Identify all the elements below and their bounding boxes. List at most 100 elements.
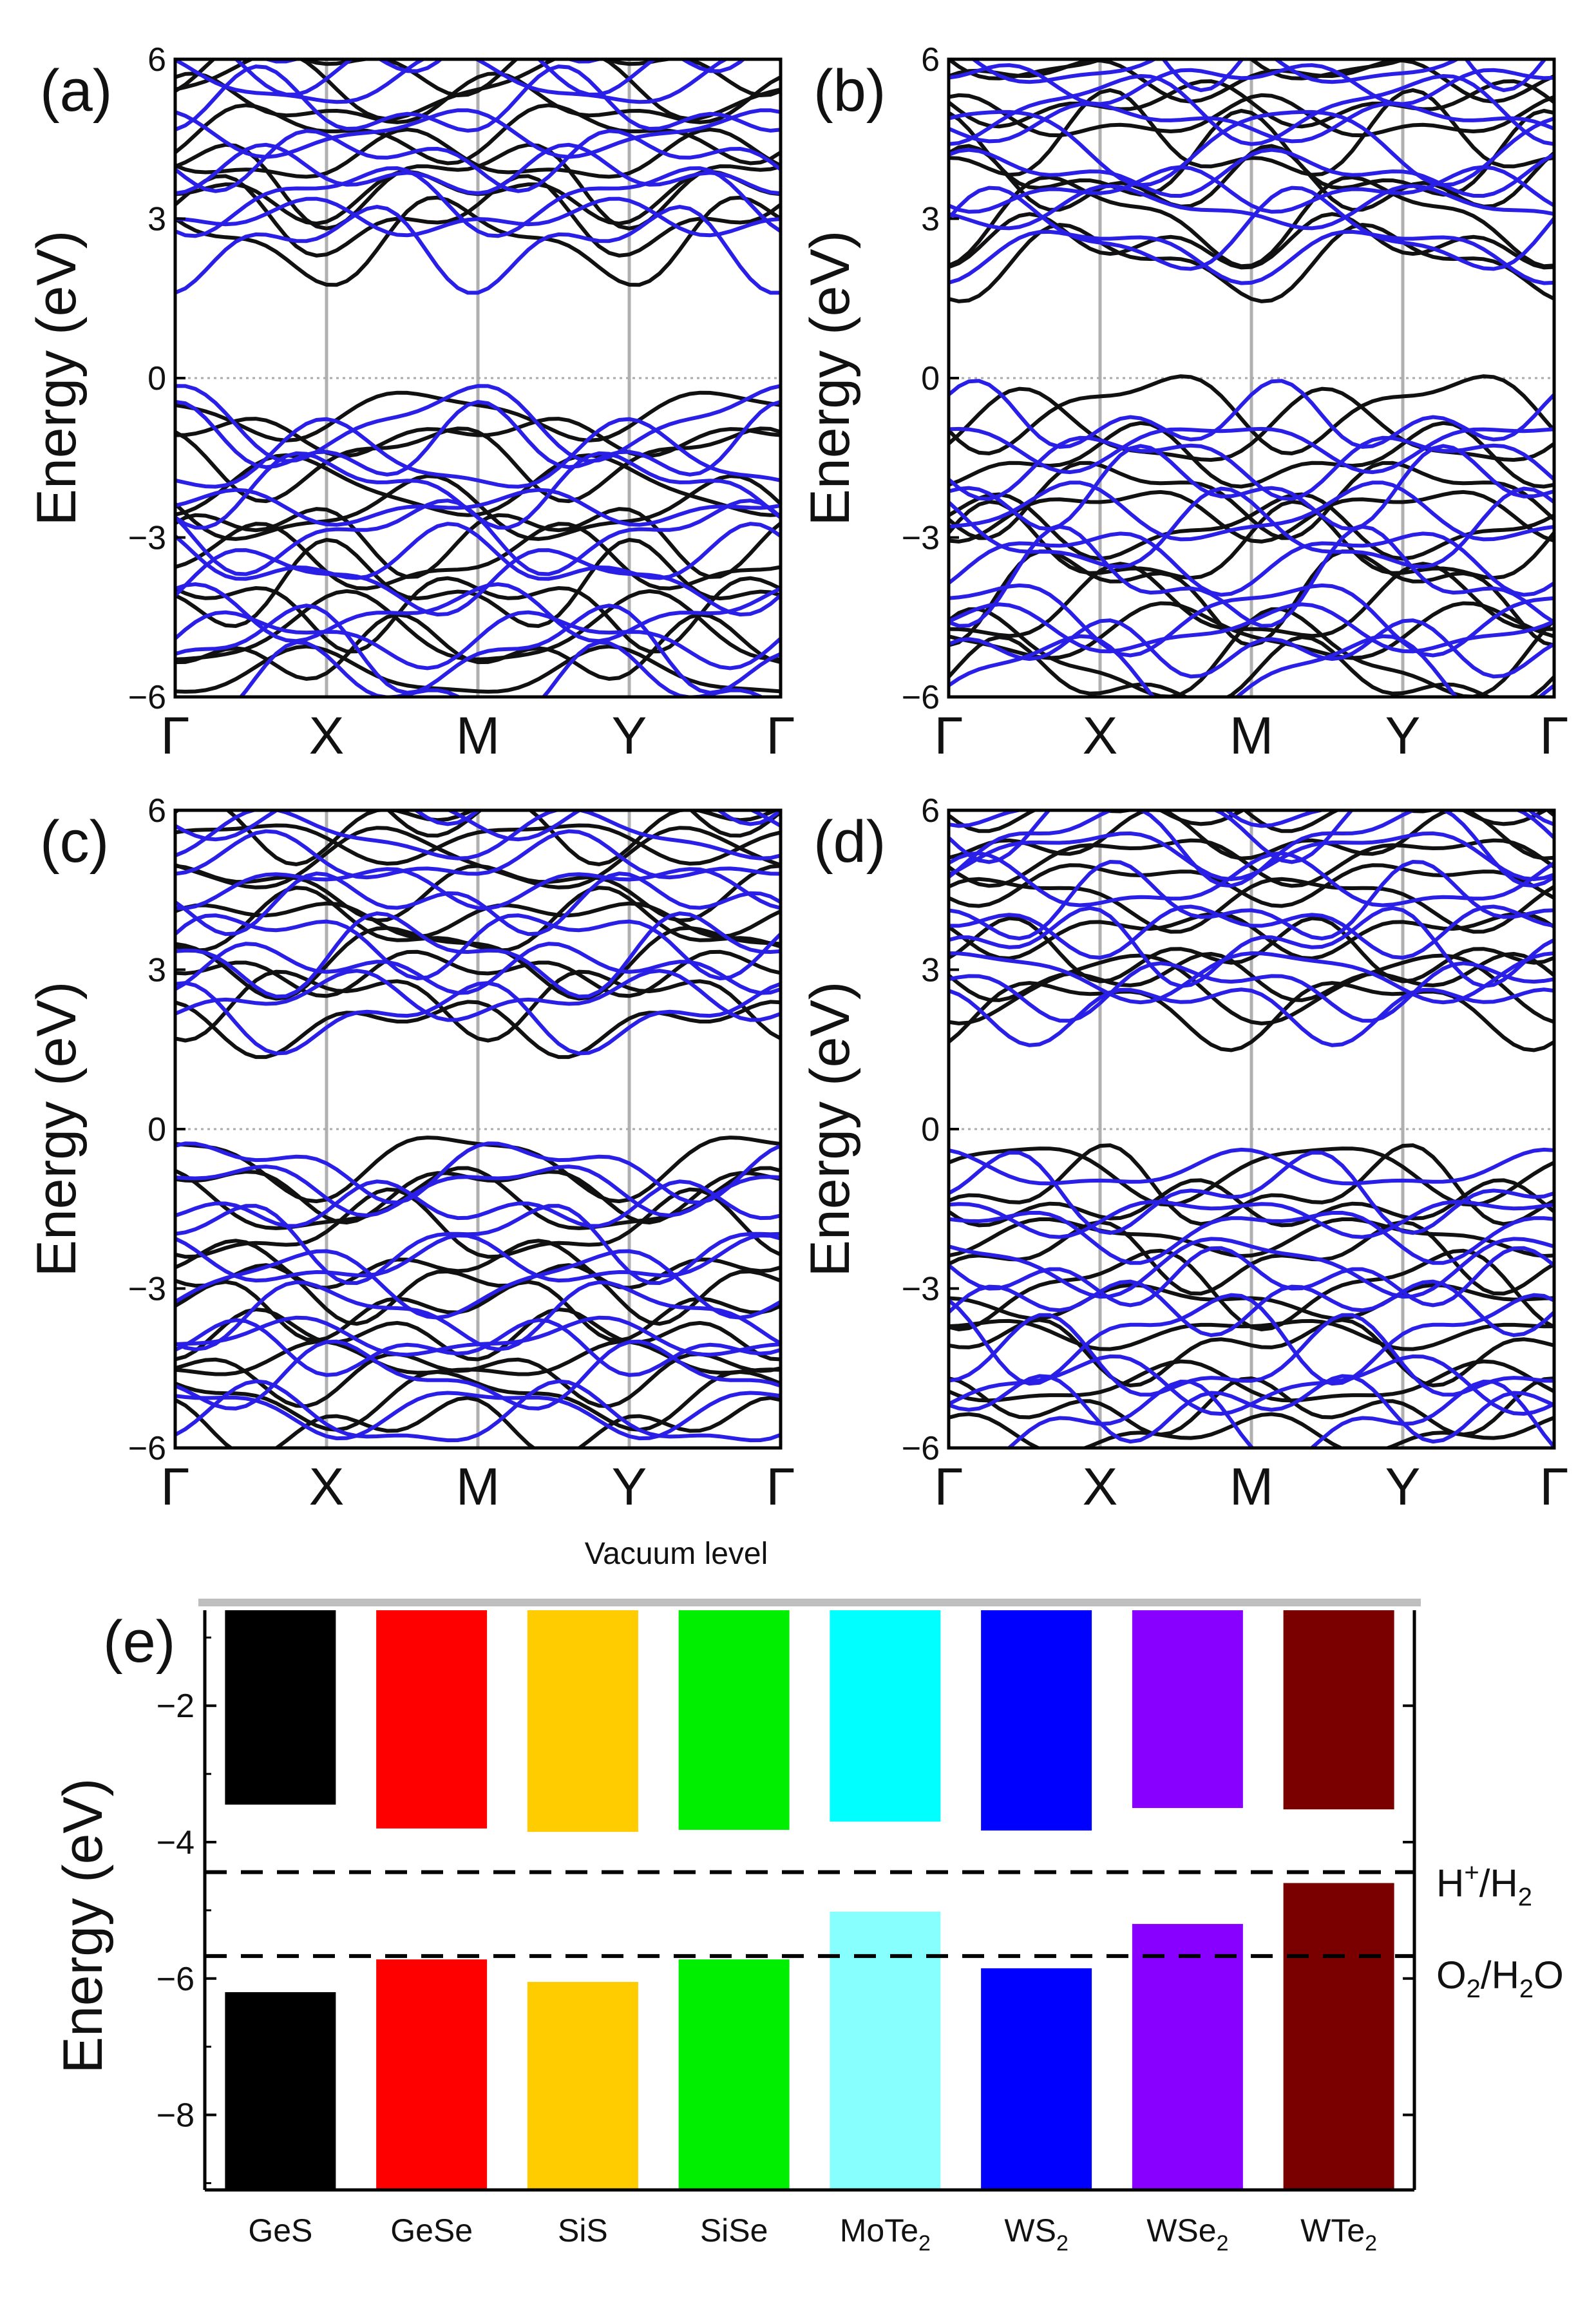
- band-alignment-chart: Vacuum level GeS GeSe SiS SiSe MoTe2 WS2 WSe2 WT…: [52, 1537, 1564, 2256]
- y-tick-label: 0: [921, 360, 940, 397]
- valence-band: [175, 522, 781, 591]
- conduction-band: [175, 59, 781, 98]
- category-label: GeSe: [390, 2212, 473, 2249]
- conduction-band: [949, 185, 1554, 271]
- panel-label: (d): [813, 809, 886, 875]
- y-axis-label: Energy (eV): [26, 231, 88, 526]
- y-axis-label: Energy (eV): [799, 982, 861, 1277]
- y-tick-label: 6: [147, 41, 166, 79]
- kpoint-label: Y: [1385, 707, 1421, 765]
- conduction-band: [949, 810, 1554, 833]
- conduction-band: [175, 926, 781, 1001]
- kpoint-label: X: [309, 1458, 345, 1516]
- conduction-band: [233, 59, 658, 97]
- cb-bar-ws: [981, 1610, 1092, 1831]
- conduction-band: [949, 916, 1554, 984]
- cb-bar-sise: [678, 1610, 790, 1830]
- reference-level-label: H+/H2: [1436, 1859, 1532, 1912]
- cb-bar-sis: [527, 1610, 638, 1832]
- conduction-band: [949, 184, 1554, 231]
- vb-bar-sis: [527, 1982, 638, 2190]
- valence-band: [175, 1239, 781, 1290]
- conduction-band: [949, 108, 1554, 197]
- vb-bar-mote: [830, 1912, 941, 2190]
- valence-band: [175, 384, 781, 463]
- cb-bar-mote: [830, 1610, 941, 1822]
- valence-band: [175, 1179, 781, 1228]
- category-label: MoTe2: [840, 2212, 931, 2256]
- conduction-band: [175, 969, 781, 1022]
- band-curves: [949, 810, 1554, 1448]
- y-tick-label: 6: [921, 41, 940, 79]
- vb-bar-ges: [225, 1992, 336, 2190]
- valence-band: [175, 488, 781, 527]
- valence-band: [175, 604, 781, 695]
- valence-band: [175, 1379, 781, 1443]
- valence-band: [949, 421, 1554, 489]
- kpoint-label: Y: [612, 707, 647, 765]
- valence-band: [175, 582, 781, 643]
- conduction-band: [949, 93, 1554, 138]
- band-curves: [175, 810, 781, 1448]
- valence-band: [175, 522, 781, 581]
- kpoint-label: Γ: [766, 707, 795, 765]
- conduction-band: [175, 823, 781, 866]
- category-label: SiSe: [700, 2212, 768, 2249]
- valence-band: [949, 1199, 1554, 1239]
- valence-band: [949, 531, 1554, 597]
- y-tick-label: 3: [921, 201, 940, 238]
- conduction-band: [949, 987, 1554, 1047]
- conduction-band: [949, 810, 1554, 864]
- valence-band: [175, 1280, 781, 1343]
- valence-band: [175, 1318, 781, 1377]
- kpoint-label: Γ: [160, 707, 189, 765]
- conduction-band: [175, 129, 781, 193]
- band-panel-c: 630−3−6Γ X M Y Γ(c)Energy (eV): [26, 792, 795, 1516]
- conduction-band: [949, 165, 1554, 214]
- valence-band: [949, 490, 1554, 544]
- kpoint-label: Γ: [766, 1458, 795, 1516]
- reference-level-label: O2/H2O: [1436, 1954, 1564, 2003]
- conduction-band: [949, 810, 1554, 888]
- conduction-band: [175, 127, 781, 179]
- kpoint-label: X: [1083, 707, 1118, 765]
- valence-band: [175, 1315, 781, 1357]
- conduction-band: [949, 222, 1554, 303]
- y-tick-label: −6: [902, 1430, 940, 1467]
- y-axis-label: Energy (eV): [26, 982, 88, 1277]
- conduction-band: [949, 147, 1554, 198]
- conduction-band: [949, 838, 1554, 888]
- valence-band: [949, 1210, 1554, 1265]
- conduction-band: [949, 59, 1554, 81]
- valence-band: [175, 1263, 781, 1326]
- kpoint-label: Γ: [934, 1458, 963, 1516]
- valence-band: [949, 1313, 1554, 1397]
- conduction-band: [175, 4, 781, 57]
- valence-band: [175, 417, 781, 489]
- y-tick-label: 3: [147, 201, 166, 238]
- conduction-band: [949, 79, 1554, 129]
- panel-label: (a): [40, 58, 112, 124]
- category-label: GeS: [248, 2212, 312, 2249]
- kpoint-label: M: [456, 707, 500, 765]
- cb-bar-wte: [1283, 1610, 1394, 1810]
- kpoint-label: M: [1230, 1458, 1273, 1516]
- y-tick-label: 6: [147, 792, 166, 830]
- valence-band: [949, 1217, 1554, 1259]
- valence-band: [175, 610, 781, 671]
- kpoint-label: Γ: [1539, 1458, 1568, 1516]
- kpoint-label: M: [1230, 707, 1273, 765]
- conduction-band: [949, 951, 1554, 1005]
- conduction-band: [175, 826, 781, 889]
- conduction-band: [175, 0, 781, 40]
- y-tick-label: 6: [921, 792, 940, 830]
- kpoint-label: Γ: [934, 707, 963, 765]
- y-tick-label: 3: [147, 952, 166, 989]
- valence-band: [949, 1318, 1554, 1351]
- cb-bar-gese: [376, 1610, 488, 1829]
- conduction-band: [175, 196, 781, 238]
- valence-band: [175, 1249, 781, 1320]
- y-tick-label: −3: [128, 1271, 166, 1308]
- conduction-band: [175, 942, 781, 995]
